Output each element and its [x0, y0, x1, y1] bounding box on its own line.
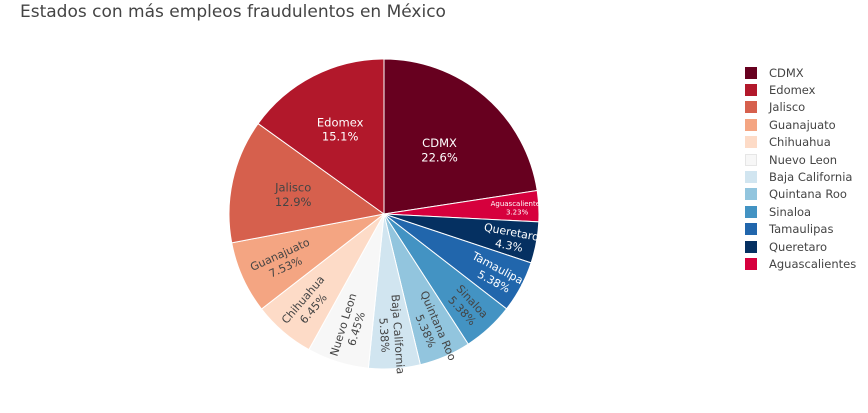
legend-swatch	[745, 171, 757, 184]
legend-item-queretaro[interactable]: Queretaro	[745, 238, 856, 255]
legend-swatch	[745, 205, 757, 218]
legend-label: CDMX	[769, 65, 804, 80]
legend-item-edomex[interactable]: Edomex	[745, 81, 856, 98]
legend-label: Jalisco	[769, 100, 806, 115]
slice-label-jalisco: Jalisco 12.9%	[274, 181, 311, 209]
pie-slice-cdmx[interactable]	[383, 58, 538, 215]
legend-label: Quintana Roo	[769, 187, 847, 202]
legend-item-guanajuato[interactable]: Guanajuato	[745, 116, 856, 133]
legend: CDMX Edomex Jalisco Guanajuato Chihuahua Nuev…	[745, 64, 856, 273]
legend-swatch	[745, 118, 757, 131]
legend-swatch	[745, 188, 757, 201]
legend-item-aguascalientes[interactable]: Aguascalientes	[745, 255, 856, 272]
legend-item-chihuahua[interactable]: Chihuahua	[745, 134, 856, 151]
slice-label-baja-california: Baja California5.38%	[375, 294, 407, 375]
slice-label-aguascalientes: Aguascalientes 3.23%	[491, 200, 544, 217]
legend-item-tamaulipas[interactable]: Tamaulipas	[745, 221, 856, 238]
legend-label: Queretaro	[769, 239, 828, 254]
legend-item-nuevo-leon[interactable]: Nuevo Leon	[745, 151, 856, 168]
legend-label: Baja California	[769, 170, 853, 185]
legend-label: Guanajuato	[769, 117, 836, 132]
legend-item-sinaloa[interactable]: Sinaloa	[745, 203, 856, 220]
legend-label: Chihuahua	[769, 135, 831, 150]
legend-item-quintana-roo[interactable]: Quintana Roo	[745, 186, 856, 203]
pie-slice-jalisco[interactable]	[228, 122, 386, 244]
legend-swatch	[745, 223, 757, 236]
legend-swatch	[745, 153, 757, 166]
legend-label: Aguascalientes	[769, 256, 857, 271]
legend-item-baja-california[interactable]: Baja California	[745, 168, 856, 185]
slice-label-edomex: Edomex 15.1%	[317, 115, 364, 143]
legend-item-jalisco[interactable]: Jalisco	[745, 99, 856, 116]
legend-swatch	[745, 240, 757, 253]
legend-label: Tamaulipas	[769, 222, 834, 237]
legend-swatch	[745, 66, 757, 79]
chart-title: Estados con más empleos fraudulentos en …	[20, 2, 446, 22]
legend-label: Nuevo Leon	[769, 152, 838, 167]
slice-label-cdmx: CDMX 22.6%	[421, 136, 458, 164]
pie-slice-edomex[interactable]	[257, 58, 385, 215]
legend-swatch	[745, 84, 757, 97]
legend-swatch	[745, 101, 757, 114]
legend-label: Sinaloa	[769, 204, 812, 219]
legend-item-cdmx[interactable]: CDMX	[745, 64, 856, 81]
pie-slices	[228, 58, 540, 370]
legend-swatch	[745, 136, 757, 149]
legend-label: Edomex	[769, 83, 816, 98]
legend-swatch	[745, 257, 757, 270]
